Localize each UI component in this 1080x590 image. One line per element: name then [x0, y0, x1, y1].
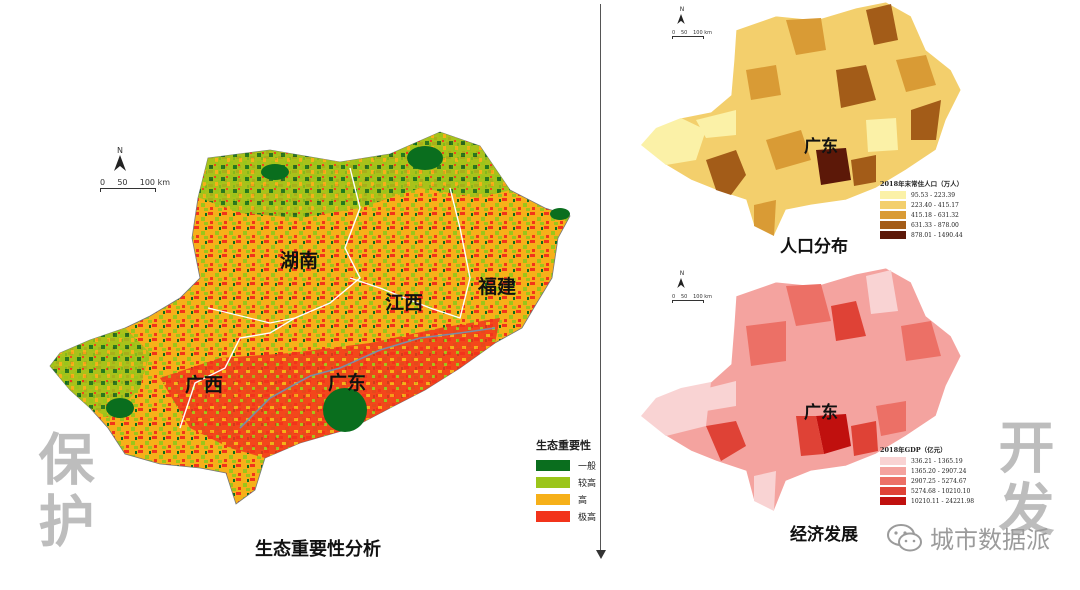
economy-map-panel: 广东	[636, 266, 976, 516]
side-label-protect: 保护	[29, 430, 94, 554]
legend-title: 2018年GDP（亿元）	[880, 446, 947, 454]
label-jiangxi: 江西	[385, 292, 424, 314]
ecology-map-panel: 湖南 江西 福建 广西 广东	[40, 128, 580, 518]
ecology-title: 生态重要性分析	[255, 539, 381, 560]
wechat-icon	[887, 523, 922, 551]
legend-item: 一般	[536, 457, 596, 474]
scale-bar-gdp: 0 50 100 km	[672, 294, 712, 303]
legend-item: 高	[536, 491, 596, 508]
north-arrow-icon	[677, 14, 685, 24]
legend-item: 631.33 - 878.00	[880, 220, 963, 230]
legend-title: 生态重要性	[536, 439, 591, 452]
economy-title: 经济发展	[790, 525, 858, 545]
north-arrow-icon	[677, 278, 685, 288]
legend-item: 415.18 - 631.32	[880, 210, 963, 220]
label-guangxi: 广西	[185, 374, 224, 396]
ecology-map	[49, 131, 571, 505]
legend-item: 10210.11 - 24221.98	[880, 496, 974, 506]
legend-item: 5274.68 - 10210.10	[880, 486, 974, 496]
side-label-develop: 开发	[989, 418, 1054, 542]
ecology-legend: 生态重要性 一般 较高 高 极高	[536, 437, 596, 525]
label-guangdong: 广东	[328, 372, 367, 394]
divider-line	[600, 4, 601, 552]
gdp-legend: 2018年GDP（亿元） 336.21 - 1365.19 1365.20 - …	[880, 444, 974, 506]
population-map-panel: 广东	[636, 0, 976, 240]
legend-item: 1365.20 - 2907.24	[880, 466, 974, 476]
north-arrow-pop: N	[676, 6, 688, 25]
scale-bar: 0 50 100 km	[100, 178, 170, 192]
legend-item: 336.21 - 1365.19	[880, 456, 974, 466]
divider-arrow-icon	[596, 550, 606, 559]
watermark-text: 城市数据派	[930, 526, 1050, 554]
label-fujian: 福建	[478, 276, 517, 298]
label-hunan: 湖南	[280, 250, 319, 272]
label-guangdong-gdp: 广东	[804, 403, 838, 423]
legend-item: 95.53 - 223.39	[880, 190, 963, 200]
population-legend: 2018年末常住人口（万人） 95.53 - 223.39 223.40 - 4…	[880, 178, 963, 240]
north-arrow-icon	[114, 155, 126, 171]
legend-item: 2907.25 - 5274.67	[880, 476, 974, 486]
legend-item: 878.01 - 1490.44	[880, 230, 963, 240]
watermark: 城市数据派	[886, 520, 1050, 555]
economy-map	[640, 267, 962, 512]
legend-item: 223.40 - 415.17	[880, 200, 963, 210]
legend-item: 极高	[536, 508, 596, 525]
legend-title: 2018年末常住人口（万人）	[880, 180, 964, 188]
north-arrow: N	[112, 146, 128, 171]
population-title: 人口分布	[780, 237, 848, 257]
scale-bar-pop: 0 50 100 km	[672, 30, 712, 39]
north-arrow-gdp: N	[676, 270, 688, 289]
legend-item: 较高	[536, 474, 596, 491]
population-map	[640, 1, 962, 237]
label-guangdong-pop: 广东	[804, 137, 838, 157]
